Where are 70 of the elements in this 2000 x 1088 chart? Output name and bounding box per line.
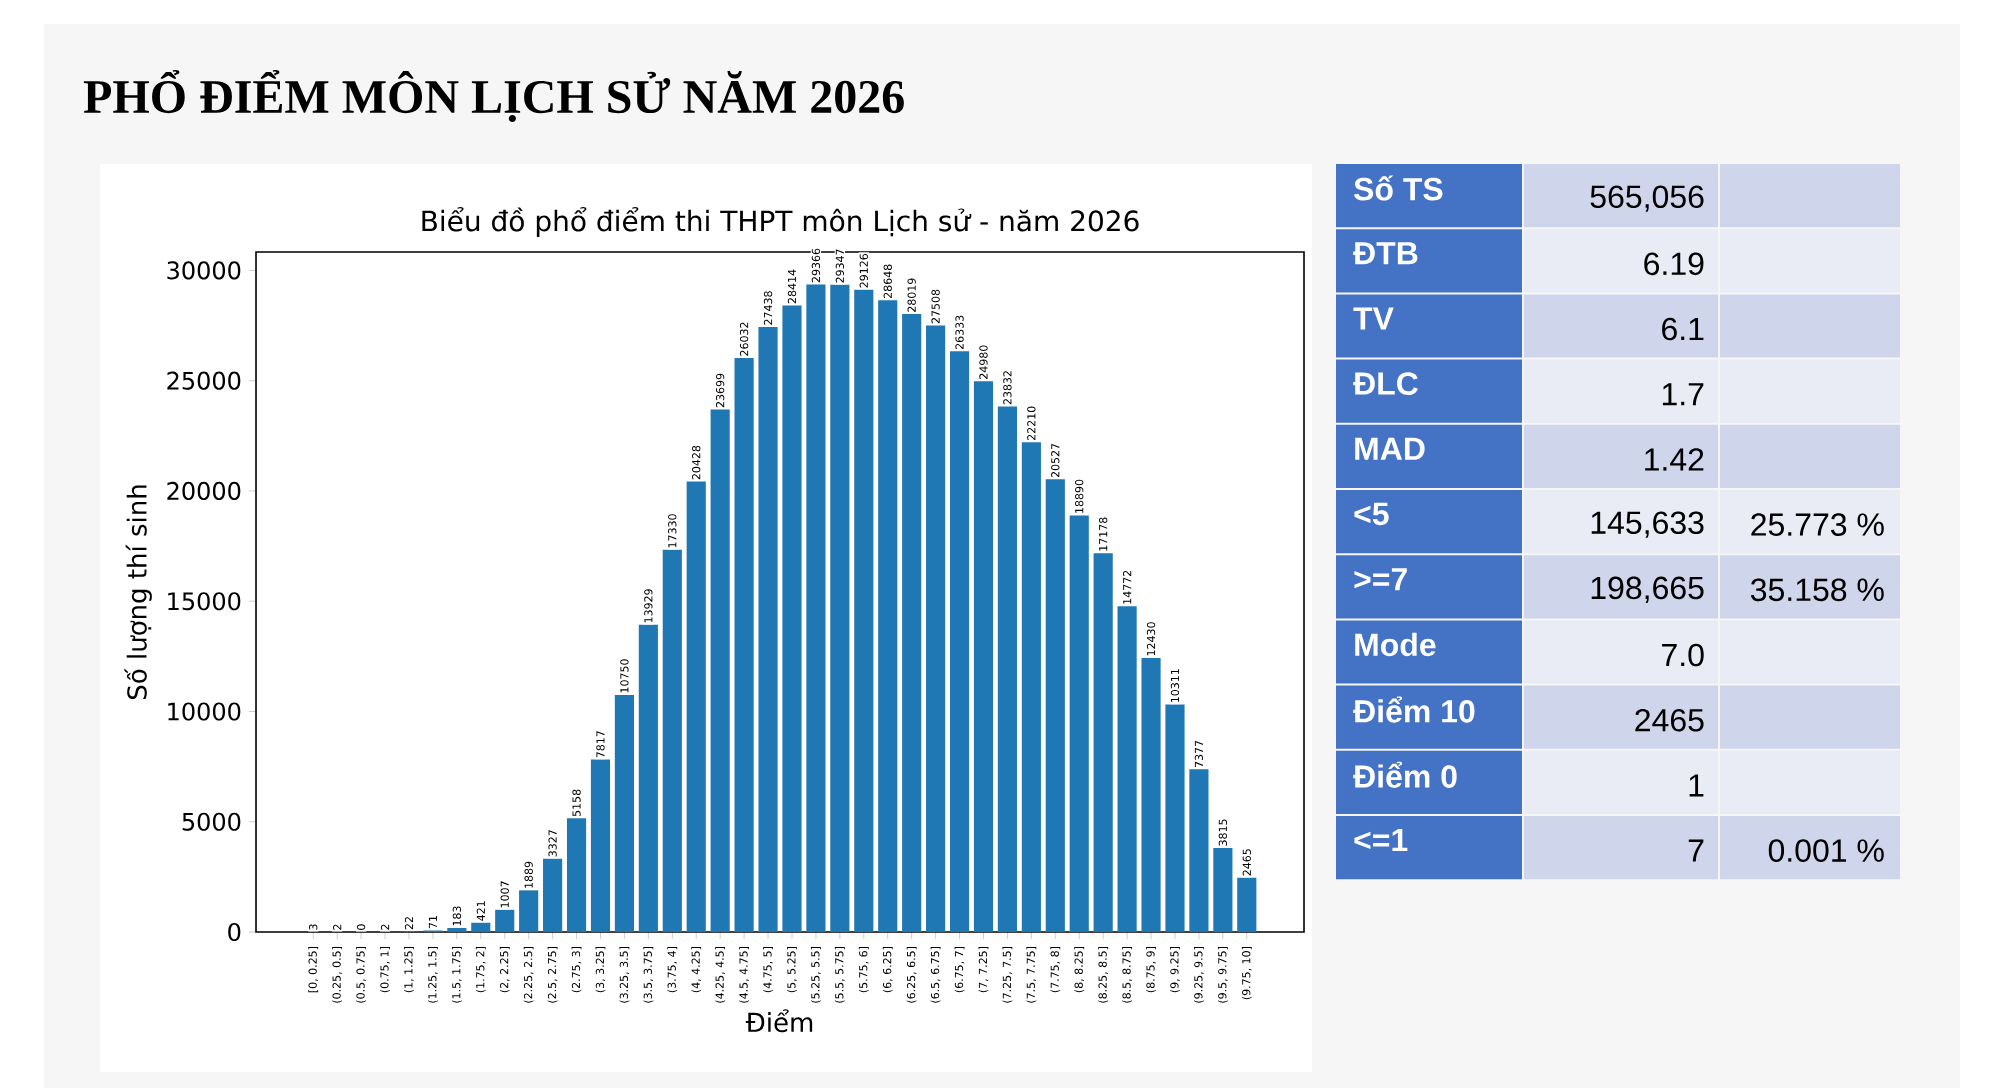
bar xyxy=(566,818,587,933)
text: 7 xyxy=(1688,839,1704,862)
bar xyxy=(782,305,802,933)
text: 25.773 % xyxy=(1751,513,1884,536)
category-label: Số TS xyxy=(1354,175,1443,201)
y-tick-label: 30000 xyxy=(167,261,241,280)
bar xyxy=(686,481,706,933)
category-label: TV xyxy=(1353,307,1394,330)
text: 7.0 xyxy=(1662,643,1704,667)
category-label: ĐTB xyxy=(1353,242,1418,265)
bar xyxy=(1069,515,1089,933)
bar xyxy=(949,351,970,933)
bar xyxy=(614,694,634,933)
text: 2465 xyxy=(1635,708,1704,732)
bar xyxy=(471,922,491,933)
bar xyxy=(997,406,1017,933)
bar xyxy=(662,549,682,933)
bar xyxy=(1141,657,1161,933)
bar xyxy=(495,909,515,933)
bar xyxy=(902,314,922,933)
category-label: ĐLC xyxy=(1353,372,1418,395)
text: 198,665 xyxy=(1591,576,1704,604)
category-label: Điểm 10 xyxy=(1353,696,1475,723)
bar xyxy=(1117,606,1137,933)
category-label: <=1 xyxy=(1354,829,1408,852)
text: 6.1 xyxy=(1662,317,1704,341)
y-tick-label: 10000 xyxy=(168,702,241,721)
bar xyxy=(1045,479,1065,933)
text: 565,056 xyxy=(1590,185,1704,212)
category-label: Điểm 0 xyxy=(1353,761,1457,788)
y-axis-title: Số lượng thí sinh xyxy=(124,485,152,699)
bar xyxy=(1237,877,1257,933)
y-tick-label: 0 xyxy=(228,922,241,942)
chart-subtitle: Biểu đồ phổ điểm thi THPT môn Lịch sử - năm 2026 xyxy=(422,207,1139,237)
text: 0.001 % xyxy=(1768,839,1884,862)
bar xyxy=(543,858,563,933)
y-tick-label: 20000 xyxy=(167,481,241,501)
chart-title: PHỔ ĐIỂM MÔN LỊCH SỬ NĂM 2026 xyxy=(83,69,904,123)
y-tick-label: 25000 xyxy=(167,371,241,390)
bar xyxy=(878,300,898,933)
bar xyxy=(734,357,754,933)
category-label: MAD xyxy=(1355,437,1425,460)
text: 145,633 xyxy=(1591,511,1704,538)
bar xyxy=(638,624,658,933)
text: 1.42 xyxy=(1645,448,1704,471)
bar xyxy=(758,326,778,933)
y-tick-label: 5000 xyxy=(182,812,241,831)
category-label: >=7 xyxy=(1354,568,1407,591)
bar xyxy=(830,284,850,933)
bar xyxy=(1213,847,1233,933)
bar xyxy=(710,409,730,933)
bar xyxy=(1189,769,1209,933)
category-label: <5 xyxy=(1354,502,1389,526)
bar xyxy=(806,284,826,933)
bar xyxy=(1021,442,1041,933)
bar xyxy=(854,289,874,933)
y-tick-label: 15000 xyxy=(168,592,241,611)
bar xyxy=(973,381,994,933)
bar xyxy=(590,759,611,933)
bar xyxy=(447,927,467,933)
text: 6.19 xyxy=(1644,252,1704,276)
bar xyxy=(519,890,539,933)
category-label: Mode xyxy=(1355,632,1436,657)
text: 1.7 xyxy=(1662,383,1704,406)
text: 35.158 % xyxy=(1750,578,1884,602)
text: 1 xyxy=(1689,774,1704,797)
bar xyxy=(1093,553,1113,933)
x-axis-title: Điểm xyxy=(745,1009,813,1033)
bar xyxy=(926,325,946,933)
bar xyxy=(1165,704,1185,933)
